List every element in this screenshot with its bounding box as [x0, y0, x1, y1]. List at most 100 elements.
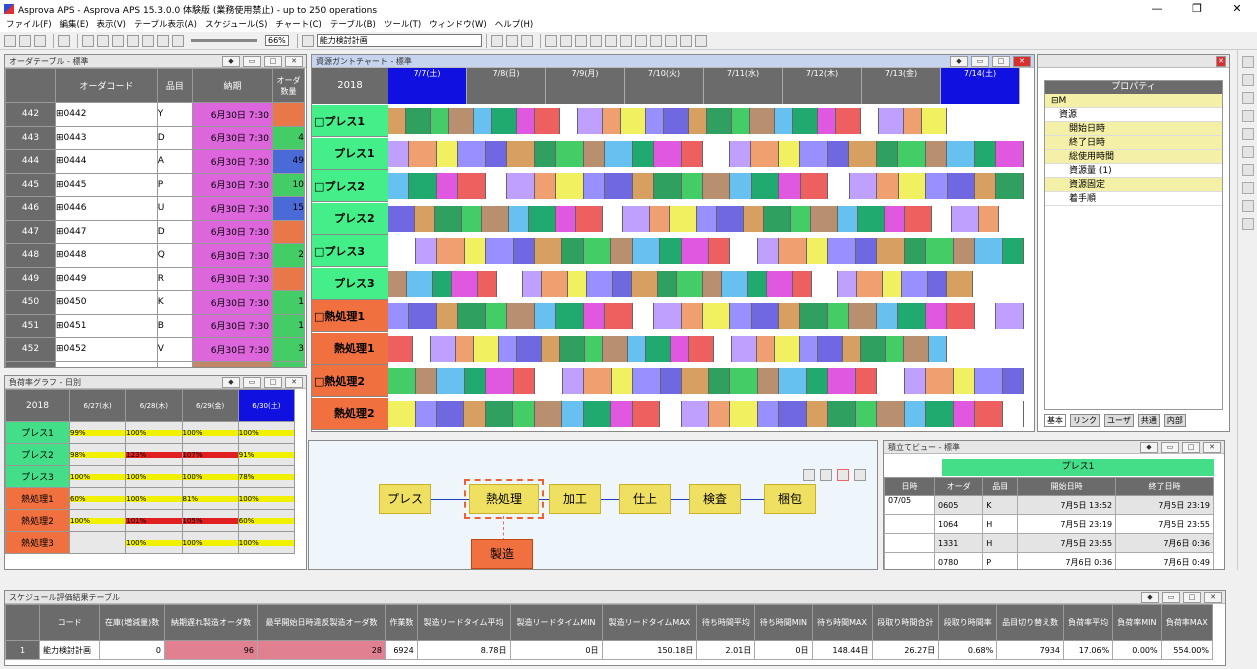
gantt-operation[interactable]: [671, 335, 689, 362]
gantt-operation[interactable]: [926, 238, 954, 264]
chart-icon[interactable]: [664, 34, 677, 47]
gantt-resource-label[interactable]: □プレス2: [312, 170, 388, 202]
gantt-operation[interactable]: [828, 140, 850, 167]
gantt-operation[interactable]: [861, 335, 886, 362]
gantt-operation[interactable]: [415, 205, 435, 232]
zoom-out-icon[interactable]: [803, 469, 815, 481]
gantt-operation[interactable]: [975, 238, 1003, 264]
layout-icon[interactable]: [619, 34, 632, 47]
save-icon[interactable]: [34, 34, 46, 47]
gantt-operation[interactable]: [534, 303, 556, 329]
gantt-operation[interactable]: [583, 400, 612, 427]
gantt-operation[interactable]: [857, 270, 883, 297]
table-row[interactable]: 449 ⊞0449 R 6月30日 7:30: [5, 266, 305, 291]
layout-icon[interactable]: [589, 34, 602, 47]
gantt-operation[interactable]: [562, 368, 584, 394]
layout-icon[interactable]: [544, 34, 557, 47]
gantt-operation[interactable]: [779, 140, 801, 167]
gantt-operation[interactable]: [926, 400, 954, 427]
gantt-operation[interactable]: [388, 303, 410, 329]
gantt-operation[interactable]: [849, 140, 878, 167]
gantt-operation[interactable]: [485, 238, 514, 264]
table-row[interactable]: 442 ⊞0442 Y 6月30日 7:30: [5, 102, 305, 127]
close-icon[interactable]: ✕: [1204, 592, 1222, 603]
gantt-operation[interactable]: [702, 173, 731, 199]
gantt-operation[interactable]: [611, 368, 633, 394]
order-code[interactable]: ⊞0445: [55, 172, 158, 197]
order-code[interactable]: ⊞0447: [55, 219, 158, 244]
layout-icon[interactable]: [604, 34, 617, 47]
gantt-operation[interactable]: [818, 108, 836, 134]
table-row[interactable]: 445 ⊞0445 P 6月30日 7:30 10: [5, 172, 305, 197]
gantt-operation[interactable]: [452, 270, 478, 297]
gantt-operation[interactable]: [779, 400, 807, 427]
minimize-icon[interactable]: —: [1151, 2, 1163, 15]
gantt-operation[interactable]: [485, 140, 507, 167]
order-code[interactable]: ⊞0446: [55, 196, 158, 221]
gantt-operation[interactable]: [458, 303, 486, 329]
gantt-operation[interactable]: [583, 303, 605, 329]
gantt-resource-label[interactable]: □プレス1: [312, 105, 388, 137]
gantt-resource-label[interactable]: 熱処理1: [312, 332, 388, 365]
gantt-operation[interactable]: [408, 140, 437, 167]
expand-icon[interactable]: ⊞: [56, 203, 64, 214]
gantt-operation[interactable]: [534, 140, 556, 167]
gantt-operation[interactable]: [613, 270, 632, 297]
gantt-operation[interactable]: [436, 238, 465, 264]
gantt-operation[interactable]: [856, 368, 878, 394]
gantt-operation[interactable]: [568, 270, 587, 297]
gantt-operation[interactable]: [898, 173, 927, 199]
gantt-operation[interactable]: [828, 173, 850, 199]
gantt-operation[interactable]: [751, 303, 780, 329]
order-code[interactable]: ⊞0451: [55, 313, 158, 338]
gantt-operation[interactable]: [556, 173, 584, 199]
load-resource-label[interactable]: プレス1: [5, 421, 70, 444]
gantt-operation[interactable]: [605, 173, 633, 199]
gantt-operation[interactable]: [1003, 368, 1024, 394]
gantt-operation[interactable]: [462, 205, 482, 232]
order-code[interactable]: ⊞0452: [55, 337, 158, 362]
gantt-operation[interactable]: [689, 335, 714, 362]
gantt-operation[interactable]: [996, 173, 1024, 199]
gantt-operation[interactable]: [506, 140, 535, 167]
menu-item[interactable]: チャート(C): [275, 20, 322, 30]
side-tool-icon[interactable]: [1241, 146, 1254, 158]
order-code[interactable]: ⊞0444: [55, 149, 158, 174]
property-tab[interactable]: ユーザ: [1104, 414, 1134, 427]
gantt-operation[interactable]: [975, 303, 997, 329]
gantt-operation[interactable]: [732, 335, 757, 362]
undo-icon[interactable]: [127, 34, 139, 47]
gantt-operation[interactable]: [388, 205, 415, 232]
gantt-operation[interactable]: [703, 270, 722, 297]
gantt-operation[interactable]: [388, 270, 407, 297]
gantt-operation[interactable]: [779, 238, 808, 264]
gantt-operation[interactable]: [474, 108, 492, 134]
gantt-operation[interactable]: [751, 173, 780, 199]
table-row[interactable]: 447 ⊞0447 D 6月30日 7:30: [5, 219, 305, 244]
gantt-operation[interactable]: [435, 205, 462, 232]
gantt-operation[interactable]: [603, 108, 621, 134]
gantt-operation[interactable]: [886, 335, 904, 362]
menu-item[interactable]: 表示(V): [96, 20, 126, 30]
gantt-operation[interactable]: [388, 238, 416, 264]
gantt-operation[interactable]: [730, 173, 752, 199]
expand-icon[interactable]: ⊞: [56, 226, 64, 237]
gantt-operation[interactable]: [632, 400, 661, 427]
gantt-operation[interactable]: [621, 108, 646, 134]
table-row[interactable]: 451 ⊞0451 B 6月30日 7:30 1: [5, 313, 305, 338]
gantt-operation[interactable]: [653, 303, 682, 329]
maximize-icon[interactable]: □: [1183, 592, 1201, 603]
gantt-operation[interactable]: [793, 270, 812, 297]
side-tool-icon[interactable]: [1241, 200, 1254, 212]
gantt-operation[interactable]: [758, 368, 780, 394]
gantt-operation[interactable]: [632, 238, 661, 264]
expand-icon[interactable]: ⊞: [56, 297, 64, 308]
tool-icon[interactable]: [505, 34, 518, 47]
gantt-operation[interactable]: [388, 335, 413, 362]
gantt-operation[interactable]: [681, 303, 703, 329]
close-icon[interactable]: ✕: [1232, 2, 1242, 15]
gantt-operation[interactable]: [458, 173, 486, 199]
gantt-operation[interactable]: [681, 400, 710, 427]
gantt-operation[interactable]: [436, 368, 465, 394]
restore-icon[interactable]: ❐: [1192, 2, 1202, 15]
